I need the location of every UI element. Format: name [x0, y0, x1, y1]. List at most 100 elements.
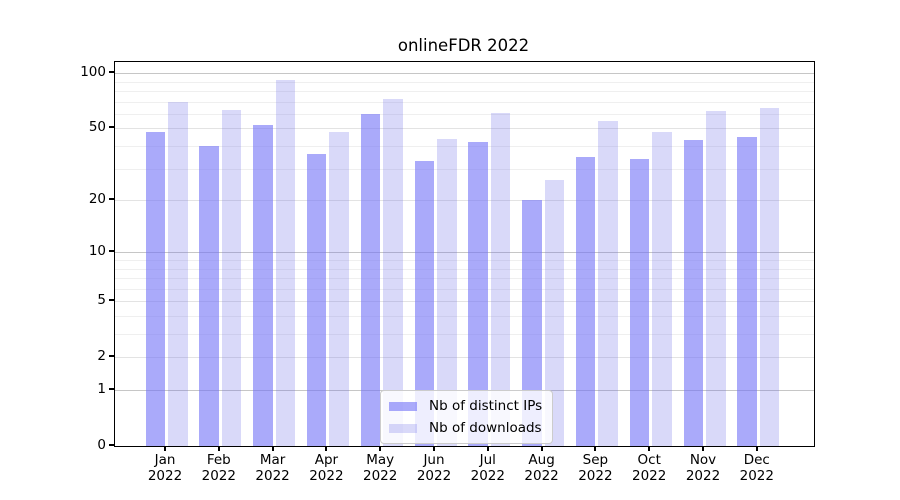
y-tick-mark — [109, 126, 114, 129]
y-tick-mark — [109, 355, 114, 358]
bar-nb-of-downloads-mar — [275, 79, 296, 446]
x-tick-year: 2022 — [632, 468, 667, 484]
y-tick-label: 5 — [97, 292, 106, 309]
x-tick-month: Oct — [637, 452, 661, 468]
major-gridline — [115, 301, 814, 303]
y-tick-mark — [109, 250, 114, 253]
x-tick-year: 2022 — [309, 468, 344, 484]
major-gridline — [115, 357, 814, 359]
minor-gridline — [115, 101, 814, 103]
y-tick-label: 2 — [97, 348, 106, 365]
x-tick-mark — [379, 446, 382, 451]
x-tick-mark — [164, 446, 166, 451]
y-tick-mark — [109, 444, 114, 446]
minor-gridline — [115, 278, 814, 280]
x-tick-mark — [755, 446, 758, 451]
y-tick-label: 1 — [97, 381, 106, 397]
y-tick-label: 0 — [97, 437, 106, 453]
bar-nb-of-distinct-ips-may — [360, 113, 381, 446]
x-tick-label: Mar 2022 — [241, 452, 305, 484]
bar-nb-of-distinct-ips-jul — [468, 142, 488, 446]
y-tick-label: 10 — [88, 243, 106, 260]
x-tick-month: Dec — [743, 452, 770, 468]
bar-nb-of-downloads-may — [383, 99, 403, 446]
x-tick-label: Aug 2022 — [510, 452, 574, 484]
x-tick-label: Oct 2022 — [617, 452, 681, 484]
minor-gridline — [115, 81, 814, 83]
x-tick-label: Dec 2022 — [725, 452, 789, 484]
bar-nb-of-downloads-nov — [706, 111, 726, 446]
x-tick-year: 2022 — [524, 468, 559, 484]
major-gridline — [115, 73, 814, 75]
x-tick-label: Sep 2022 — [563, 452, 627, 484]
x-tick-label: Jun 2022 — [402, 452, 466, 484]
x-tick-month: Jul — [479, 452, 496, 468]
x-tick-mark — [540, 446, 543, 451]
bar-nb-of-downloads-dec — [759, 107, 780, 446]
y-tick-mark — [109, 388, 114, 390]
legend-swatch-icon — [389, 423, 417, 433]
bar-nb-of-distinct-ips-oct — [629, 158, 650, 446]
x-tick-mark — [594, 446, 597, 451]
x-tick-month: Feb — [206, 452, 231, 468]
x-tick-label: Jul 2022 — [456, 452, 520, 484]
bar-nb-of-distinct-ips-jan — [145, 131, 165, 446]
minor-gridline — [115, 168, 814, 170]
legend: Nb of distinct IPs Nb of downloads — [380, 390, 554, 444]
legend-label: Nb of downloads — [429, 420, 542, 436]
bar-nb-of-downloads-jan — [168, 101, 188, 446]
x-tick-mark — [271, 446, 274, 451]
y-tick-mark — [109, 198, 114, 201]
x-tick-year: 2022 — [739, 468, 774, 484]
legend-item: Nb of downloads — [389, 420, 542, 436]
x-tick-label: Jan 2022 — [133, 452, 197, 484]
x-tick-month: Jun — [423, 452, 445, 468]
y-tick-label: 50 — [88, 119, 106, 136]
x-tick-year: 2022 — [255, 468, 290, 484]
major-gridline — [115, 128, 814, 130]
legend-label: Nb of distinct IPs — [429, 398, 543, 414]
bar-nb-of-downloads-oct — [652, 131, 672, 446]
bar-nb-of-downloads-feb — [221, 110, 242, 446]
x-tick-year: 2022 — [416, 468, 452, 484]
x-tick-month: Apr — [314, 452, 339, 468]
x-tick-month: May — [366, 452, 395, 468]
y-tick-label: 20 — [88, 191, 106, 208]
bar-nb-of-distinct-ips-jun — [414, 161, 434, 446]
x-tick-year: 2022 — [147, 468, 183, 484]
bar-nb-of-distinct-ips-sep — [575, 156, 596, 446]
bar-nb-of-distinct-ips-apr — [306, 154, 327, 446]
minor-gridline — [115, 288, 814, 290]
chart-title: onlineFDR 2022 — [397, 36, 530, 55]
minor-gridline — [115, 334, 814, 335]
x-tick-label: Nov 2022 — [671, 452, 735, 484]
major-gridline — [115, 200, 814, 202]
x-tick-mark — [648, 446, 651, 451]
legend-item: Nb of distinct IPs — [389, 398, 542, 414]
bar-nb-of-distinct-ips-feb — [199, 146, 219, 446]
bar-nb-of-distinct-ips-nov — [683, 140, 703, 446]
minor-gridline — [115, 259, 814, 261]
x-tick-year: 2022 — [363, 468, 398, 484]
y-tick-label: 100 — [80, 64, 106, 81]
bar-nb-of-downloads-aug — [544, 179, 565, 446]
x-tick-label: Feb 2022 — [187, 452, 251, 484]
major-gridline — [115, 252, 814, 254]
bar-nb-of-distinct-ips-dec — [737, 136, 757, 446]
minor-gridline — [115, 268, 814, 270]
x-tick-mark — [217, 446, 220, 451]
x-tick-month: Aug — [528, 452, 555, 468]
y-tick-mark — [109, 71, 114, 74]
legend-swatch-icon — [389, 401, 417, 411]
x-tick-month: Nov — [689, 452, 717, 468]
x-tick-mark — [325, 446, 328, 451]
x-tick-year: 2022 — [578, 468, 613, 484]
x-tick-month: Jan — [154, 452, 176, 468]
bar-nb-of-distinct-ips-mar — [253, 125, 273, 446]
bar-nb-of-downloads-sep — [598, 120, 618, 446]
x-tick-month: Sep — [582, 452, 609, 468]
bar-nb-of-downloads-jul — [490, 112, 511, 446]
plot-area — [114, 61, 815, 447]
x-tick-month: Mar — [259, 452, 286, 468]
